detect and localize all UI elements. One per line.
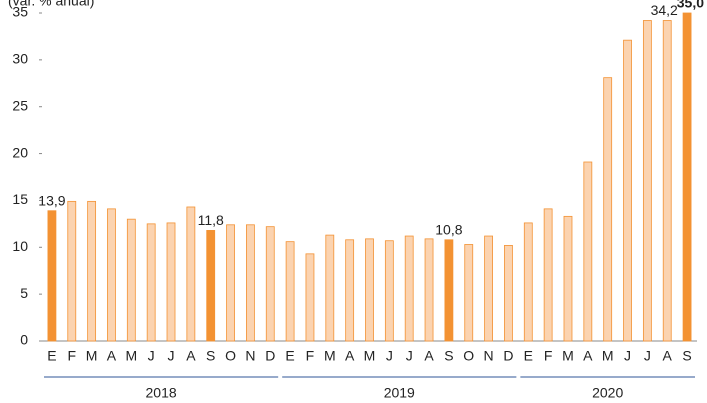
bar [662, 20, 672, 342]
y-tick-label: 35 [12, 4, 28, 20]
x-tick-label: F [544, 348, 553, 364]
x-tick-label: N [245, 348, 255, 364]
x-tick-label: J [406, 348, 413, 364]
bar [504, 245, 513, 342]
value-label: 35,0 [677, 0, 704, 11]
x-tick-label: E [47, 348, 56, 364]
group-label: 2018 [146, 385, 177, 401]
x-tick-label: A [345, 348, 355, 364]
bar [67, 200, 77, 342]
y-tick-label: 10 [12, 238, 28, 254]
bar [166, 222, 176, 342]
bar [365, 238, 374, 342]
x-tick-label: N [484, 348, 494, 364]
x-tick-label: J [148, 348, 155, 364]
x-tick-label: A [424, 348, 434, 364]
value-label: 11,8 [198, 212, 224, 228]
x-tick-label: M [562, 348, 574, 364]
x-tick-label: O [463, 348, 474, 364]
x-tick-label: M [324, 348, 336, 364]
x-tick-label: M [364, 348, 376, 364]
bar [305, 253, 315, 342]
bar [484, 235, 493, 342]
y-tick-label: 0 [20, 332, 28, 348]
group-label: 2019 [384, 385, 415, 401]
x-tick-label: O [225, 348, 236, 364]
y-tick-label: 30 [12, 51, 28, 67]
bar [206, 230, 216, 342]
bar [107, 208, 116, 342]
bar [226, 224, 235, 342]
value-label: 10,8 [435, 221, 462, 237]
bar [87, 200, 97, 342]
y-tick-label: 25 [12, 97, 28, 113]
x-tick-label: J [386, 348, 393, 364]
chart-title: (var. % anual) [8, 0, 94, 9]
bar [186, 206, 196, 342]
x-tick-label: A [186, 348, 196, 364]
x-tick-label: F [306, 348, 315, 364]
bar [265, 226, 275, 342]
bar [642, 20, 652, 342]
x-tick-label: M [125, 348, 137, 364]
bar [623, 39, 632, 342]
x-tick-label: M [86, 348, 98, 364]
value-label: 34,2 [651, 2, 678, 18]
x-tick-label: M [602, 348, 614, 364]
x-tick-label: J [644, 348, 651, 364]
group-label: 2020 [592, 385, 623, 401]
y-tick-label: 20 [12, 144, 28, 160]
y-tick-label: 5 [20, 285, 28, 301]
bar [563, 215, 573, 342]
bar [146, 223, 156, 342]
bar [523, 222, 533, 342]
x-tick-label: E [524, 348, 533, 364]
x-tick-label: D [265, 348, 275, 364]
bar [424, 238, 434, 342]
x-tick-label: F [67, 348, 76, 364]
x-tick-label: A [107, 348, 117, 364]
x-tick-label: D [503, 348, 513, 364]
bar [126, 218, 136, 342]
bar [47, 210, 57, 342]
bar [583, 161, 593, 342]
bar [603, 77, 613, 342]
x-tick-label: A [663, 348, 673, 364]
x-tick-label: E [285, 348, 294, 364]
bar [325, 234, 335, 342]
y-tick-label: 15 [12, 191, 28, 207]
bar [285, 241, 295, 342]
x-tick-label: S [206, 348, 215, 364]
x-tick-label: J [624, 348, 631, 364]
bar [682, 12, 692, 342]
value-label: 13,9 [38, 192, 65, 208]
bar [384, 240, 394, 342]
x-tick-label: S [682, 348, 691, 364]
bar [246, 224, 255, 342]
bar [404, 235, 414, 342]
x-tick-label: S [444, 348, 453, 364]
bar [543, 208, 553, 342]
bar [345, 239, 355, 342]
x-tick-label: A [583, 348, 593, 364]
bar [464, 244, 474, 342]
bar [444, 239, 454, 342]
x-tick-label: J [168, 348, 175, 364]
